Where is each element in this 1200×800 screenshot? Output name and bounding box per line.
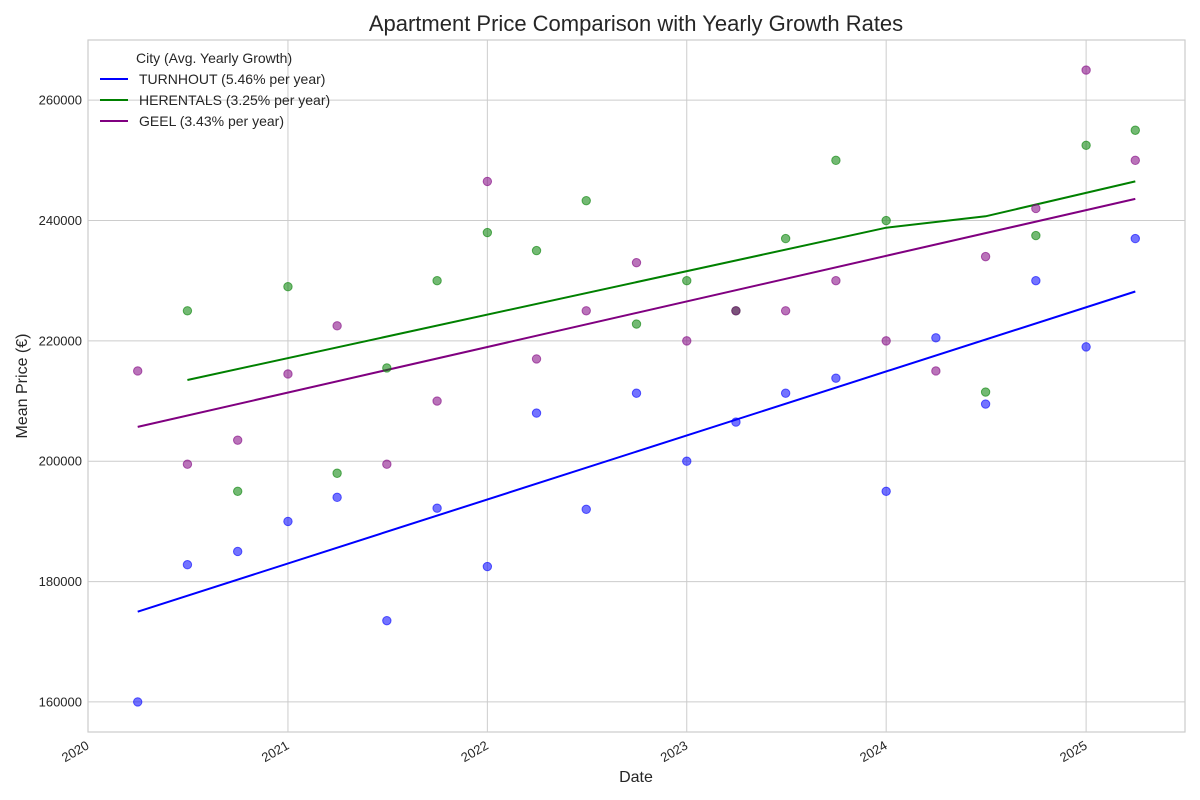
geel-data-point bbox=[382, 459, 392, 469]
y-tick-label: 260000 bbox=[39, 93, 82, 108]
herentals-data-point bbox=[1081, 140, 1091, 151]
trend-layer bbox=[137, 180, 1136, 613]
turnhout-data-point bbox=[1130, 233, 1140, 244]
y-tick-labels: 160000 180000 200000 220000 240000 260000 bbox=[39, 93, 82, 710]
legend-entries: TURNHOUT (5.46% per year) HERENTALS (3.25… bbox=[100, 71, 330, 129]
turnhout-data-point bbox=[332, 492, 342, 503]
turnhout-data-point bbox=[382, 615, 392, 626]
x-tick-label: 2021 bbox=[259, 738, 292, 765]
chart-title: Apartment Price Comparison with Yearly G… bbox=[369, 11, 903, 36]
plot-frame bbox=[87, 39, 1186, 733]
y-tick-label: 220000 bbox=[39, 333, 82, 348]
turnhout-legend-label: TURNHOUT (5.46% per year) bbox=[139, 71, 325, 87]
geel-data-point bbox=[432, 396, 442, 406]
geel-trend-line bbox=[137, 197, 1136, 428]
x-tick-label: 2025 bbox=[1057, 738, 1090, 765]
herentals-data-point bbox=[1031, 230, 1041, 241]
geel-data-point bbox=[232, 435, 243, 445]
legend-title: City (Avg. Yearly Growth) bbox=[136, 50, 292, 66]
herentals-data-point bbox=[283, 282, 293, 292]
geel-legend-label: GEEL (3.43% per year) bbox=[139, 113, 284, 129]
x-tick-label: 2024 bbox=[857, 738, 890, 765]
turnhout-data-point bbox=[881, 486, 891, 497]
points-layer bbox=[133, 65, 1140, 707]
geel-data-point bbox=[631, 257, 642, 268]
geel-data-point bbox=[1031, 203, 1041, 214]
geel-data-point bbox=[931, 366, 941, 376]
geel-data-point bbox=[332, 321, 342, 331]
turnhout-data-point bbox=[980, 399, 991, 409]
herentals-data-point bbox=[682, 275, 692, 286]
herentals-data-point bbox=[382, 363, 392, 373]
y-tick-label: 240000 bbox=[39, 213, 82, 228]
y-tick-label: 180000 bbox=[39, 574, 82, 589]
turnhout-data-point bbox=[482, 561, 493, 572]
turnhout-data-point bbox=[631, 388, 642, 398]
geel-data-point bbox=[581, 306, 591, 316]
y-axis-label: Mean Price (€) bbox=[14, 334, 31, 439]
geel-data-point bbox=[682, 336, 692, 346]
grid-layer bbox=[87, 40, 1185, 732]
x-axis-label: Date bbox=[619, 769, 653, 786]
x-tick-label: 2022 bbox=[458, 738, 491, 765]
turnhout-data-point bbox=[931, 333, 941, 343]
herentals-data-point bbox=[1130, 125, 1140, 135]
turnhout-data-point bbox=[831, 373, 841, 383]
geel-data-point bbox=[980, 251, 991, 262]
herentals-data-point bbox=[581, 195, 591, 206]
geel-data-point bbox=[1081, 65, 1091, 75]
turnhout-data-point bbox=[133, 697, 143, 707]
herentals-trend-line bbox=[187, 180, 1136, 381]
herentals-data-point bbox=[881, 215, 891, 226]
turnhout-data-point bbox=[432, 503, 442, 513]
y-tick-label: 160000 bbox=[39, 694, 82, 709]
turnhout-data-point bbox=[1031, 275, 1041, 286]
herentals-data-point bbox=[232, 486, 243, 497]
x-tick-labels: 2020 2021 2022 2023 2024 2025 bbox=[59, 738, 1090, 765]
y-tick-label: 200000 bbox=[39, 454, 82, 469]
turnhout-data-point bbox=[1081, 342, 1091, 352]
turnhout-data-point bbox=[780, 388, 791, 398]
herentals-data-point bbox=[980, 387, 991, 397]
turnhout-data-point bbox=[232, 546, 243, 557]
herentals-data-point bbox=[631, 319, 642, 329]
herentals-data-point bbox=[780, 233, 791, 244]
geel-data-point bbox=[1130, 155, 1140, 166]
geel-data-point bbox=[731, 306, 741, 316]
geel-data-point bbox=[482, 176, 493, 187]
geel-data-point bbox=[182, 459, 193, 469]
herentals-data-point bbox=[531, 245, 542, 256]
geel-data-point bbox=[133, 366, 143, 376]
herentals-legend-label: HERENTALS (3.25% per year) bbox=[139, 92, 330, 108]
turnhout-data-point bbox=[283, 516, 293, 527]
herentals-data-point bbox=[482, 227, 493, 238]
turnhout-data-point bbox=[182, 560, 193, 570]
turnhout-data-point bbox=[731, 417, 741, 427]
geel-data-point bbox=[881, 336, 891, 346]
geel-data-point bbox=[531, 354, 542, 364]
herentals-data-point bbox=[831, 155, 841, 166]
legend: City (Avg. Yearly Growth) TURNHOUT (5.46… bbox=[100, 50, 330, 129]
x-tick-label: 2023 bbox=[658, 738, 691, 765]
herentals-data-point bbox=[332, 468, 342, 478]
geel-data-point bbox=[283, 369, 293, 379]
turnhout-data-point bbox=[581, 504, 591, 515]
turnhout-trend-line bbox=[137, 290, 1136, 613]
turnhout-data-point bbox=[682, 456, 692, 466]
herentals-data-point bbox=[432, 275, 442, 286]
turnhout-data-point bbox=[531, 408, 542, 418]
x-tick-label: 2020 bbox=[59, 738, 92, 765]
herentals-data-point bbox=[182, 306, 193, 316]
geel-data-point bbox=[780, 306, 791, 316]
geel-data-point bbox=[831, 275, 841, 286]
